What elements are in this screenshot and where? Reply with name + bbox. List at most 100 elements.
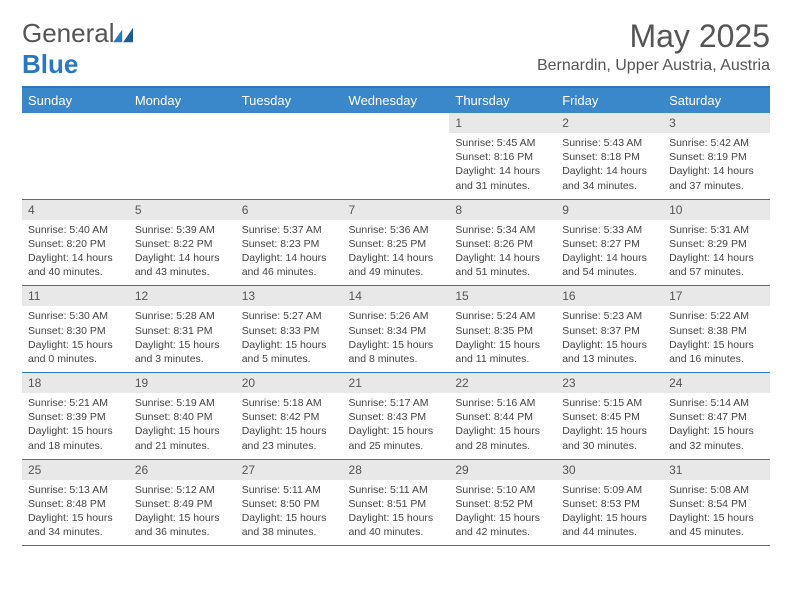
day-sunrise: Sunrise: 5:12 AM: [135, 483, 230, 497]
day-sunrise: Sunrise: 5:28 AM: [135, 309, 230, 323]
day-day2: and 16 minutes.: [669, 352, 764, 366]
day-sunrise: Sunrise: 5:39 AM: [135, 223, 230, 237]
day-number: 8: [449, 200, 556, 220]
calendar-cell: 17Sunrise: 5:22 AMSunset: 8:38 PMDayligh…: [663, 286, 770, 373]
calendar-cell: [22, 113, 129, 199]
day-day2: and 38 minutes.: [242, 525, 337, 539]
day-number: 3: [663, 113, 770, 133]
day-sunrise: Sunrise: 5:43 AM: [562, 136, 657, 150]
day-details: Sunrise: 5:40 AMSunset: 8:20 PMDaylight:…: [22, 220, 129, 286]
day-details: Sunrise: 5:36 AMSunset: 8:25 PMDaylight:…: [343, 220, 450, 286]
calendar-cell: 31Sunrise: 5:08 AMSunset: 8:54 PMDayligh…: [663, 459, 770, 546]
weekday-header: Saturday: [663, 87, 770, 113]
calendar-cell: 26Sunrise: 5:12 AMSunset: 8:49 PMDayligh…: [129, 459, 236, 546]
day-sunset: Sunset: 8:53 PM: [562, 497, 657, 511]
day-details: Sunrise: 5:09 AMSunset: 8:53 PMDaylight:…: [556, 480, 663, 546]
day-sunset: Sunset: 8:40 PM: [135, 410, 230, 424]
day-sunset: Sunset: 8:29 PM: [669, 237, 764, 251]
day-sunrise: Sunrise: 5:23 AM: [562, 309, 657, 323]
day-day1: Daylight: 15 hours: [669, 424, 764, 438]
day-sunset: Sunset: 8:51 PM: [349, 497, 444, 511]
day-day1: Daylight: 15 hours: [28, 424, 123, 438]
calendar-cell: 24Sunrise: 5:14 AMSunset: 8:47 PMDayligh…: [663, 373, 770, 460]
day-day2: and 30 minutes.: [562, 439, 657, 453]
day-sunrise: Sunrise: 5:34 AM: [455, 223, 550, 237]
day-sunrise: Sunrise: 5:22 AM: [669, 309, 764, 323]
day-sunset: Sunset: 8:45 PM: [562, 410, 657, 424]
day-sunset: Sunset: 8:43 PM: [349, 410, 444, 424]
day-sunrise: Sunrise: 5:26 AM: [349, 309, 444, 323]
day-sunrise: Sunrise: 5:37 AM: [242, 223, 337, 237]
header: General Blue May 2025 Bernardin, Upper A…: [22, 18, 770, 80]
day-day2: and 40 minutes.: [349, 525, 444, 539]
weekday-header: Thursday: [449, 87, 556, 113]
day-number: 5: [129, 200, 236, 220]
day-number: 25: [22, 460, 129, 480]
day-number: 15: [449, 286, 556, 306]
day-number: 24: [663, 373, 770, 393]
logo-word-1: General: [22, 18, 115, 48]
day-day1: Daylight: 15 hours: [455, 511, 550, 525]
day-details: Sunrise: 5:33 AMSunset: 8:27 PMDaylight:…: [556, 220, 663, 286]
calendar-cell: 10Sunrise: 5:31 AMSunset: 8:29 PMDayligh…: [663, 199, 770, 286]
day-day1: Daylight: 15 hours: [562, 511, 657, 525]
day-details: Sunrise: 5:24 AMSunset: 8:35 PMDaylight:…: [449, 306, 556, 372]
calendar-cell: 16Sunrise: 5:23 AMSunset: 8:37 PMDayligh…: [556, 286, 663, 373]
day-details: Sunrise: 5:27 AMSunset: 8:33 PMDaylight:…: [236, 306, 343, 372]
day-sunrise: Sunrise: 5:13 AM: [28, 483, 123, 497]
calendar-cell: 5Sunrise: 5:39 AMSunset: 8:22 PMDaylight…: [129, 199, 236, 286]
day-details: Sunrise: 5:21 AMSunset: 8:39 PMDaylight:…: [22, 393, 129, 459]
day-details: Sunrise: 5:13 AMSunset: 8:48 PMDaylight:…: [22, 480, 129, 546]
day-day1: Daylight: 15 hours: [349, 424, 444, 438]
day-details: Sunrise: 5:30 AMSunset: 8:30 PMDaylight:…: [22, 306, 129, 372]
day-sunset: Sunset: 8:25 PM: [349, 237, 444, 251]
calendar-cell: 1Sunrise: 5:45 AMSunset: 8:16 PMDaylight…: [449, 113, 556, 199]
day-sunrise: Sunrise: 5:45 AM: [455, 136, 550, 150]
day-day2: and 34 minutes.: [562, 179, 657, 193]
day-details: Sunrise: 5:11 AMSunset: 8:50 PMDaylight:…: [236, 480, 343, 546]
day-day1: Daylight: 15 hours: [349, 511, 444, 525]
day-day2: and 51 minutes.: [455, 265, 550, 279]
day-details: Sunrise: 5:14 AMSunset: 8:47 PMDaylight:…: [663, 393, 770, 459]
day-day1: Daylight: 14 hours: [349, 251, 444, 265]
day-day2: and 57 minutes.: [669, 265, 764, 279]
logo: General Blue: [22, 18, 135, 80]
day-sunrise: Sunrise: 5:11 AM: [349, 483, 444, 497]
calendar-cell: 23Sunrise: 5:15 AMSunset: 8:45 PMDayligh…: [556, 373, 663, 460]
day-day2: and 28 minutes.: [455, 439, 550, 453]
day-day1: Daylight: 15 hours: [242, 424, 337, 438]
day-details: Sunrise: 5:08 AMSunset: 8:54 PMDaylight:…: [663, 480, 770, 546]
day-details: Sunrise: 5:28 AMSunset: 8:31 PMDaylight:…: [129, 306, 236, 372]
day-sunrise: Sunrise: 5:42 AM: [669, 136, 764, 150]
day-number: 6: [236, 200, 343, 220]
calendar-cell: 22Sunrise: 5:16 AMSunset: 8:44 PMDayligh…: [449, 373, 556, 460]
day-day2: and 43 minutes.: [135, 265, 230, 279]
day-day1: Daylight: 15 hours: [669, 511, 764, 525]
day-details: Sunrise: 5:23 AMSunset: 8:37 PMDaylight:…: [556, 306, 663, 372]
calendar-cell: 13Sunrise: 5:27 AMSunset: 8:33 PMDayligh…: [236, 286, 343, 373]
calendar-cell: 21Sunrise: 5:17 AMSunset: 8:43 PMDayligh…: [343, 373, 450, 460]
day-day1: Daylight: 15 hours: [28, 338, 123, 352]
day-sunset: Sunset: 8:27 PM: [562, 237, 657, 251]
logo-text: General Blue: [22, 18, 135, 80]
day-sunset: Sunset: 8:38 PM: [669, 324, 764, 338]
calendar-body: 1Sunrise: 5:45 AMSunset: 8:16 PMDaylight…: [22, 113, 770, 546]
calendar-row: 1Sunrise: 5:45 AMSunset: 8:16 PMDaylight…: [22, 113, 770, 199]
day-day1: Daylight: 14 hours: [28, 251, 123, 265]
day-sunrise: Sunrise: 5:08 AM: [669, 483, 764, 497]
calendar-cell: 9Sunrise: 5:33 AMSunset: 8:27 PMDaylight…: [556, 199, 663, 286]
calendar-cell: 4Sunrise: 5:40 AMSunset: 8:20 PMDaylight…: [22, 199, 129, 286]
day-number: 28: [343, 460, 450, 480]
day-details: Sunrise: 5:22 AMSunset: 8:38 PMDaylight:…: [663, 306, 770, 372]
day-sunset: Sunset: 8:30 PM: [28, 324, 123, 338]
day-day1: Daylight: 15 hours: [562, 424, 657, 438]
day-day1: Daylight: 14 hours: [455, 251, 550, 265]
day-sunrise: Sunrise: 5:10 AM: [455, 483, 550, 497]
calendar-row: 25Sunrise: 5:13 AMSunset: 8:48 PMDayligh…: [22, 459, 770, 546]
calendar-table: SundayMondayTuesdayWednesdayThursdayFrid…: [22, 86, 770, 546]
day-details: Sunrise: 5:18 AMSunset: 8:42 PMDaylight:…: [236, 393, 343, 459]
calendar-cell: 8Sunrise: 5:34 AMSunset: 8:26 PMDaylight…: [449, 199, 556, 286]
day-day1: Daylight: 15 hours: [455, 338, 550, 352]
day-day2: and 37 minutes.: [669, 179, 764, 193]
day-day2: and 32 minutes.: [669, 439, 764, 453]
